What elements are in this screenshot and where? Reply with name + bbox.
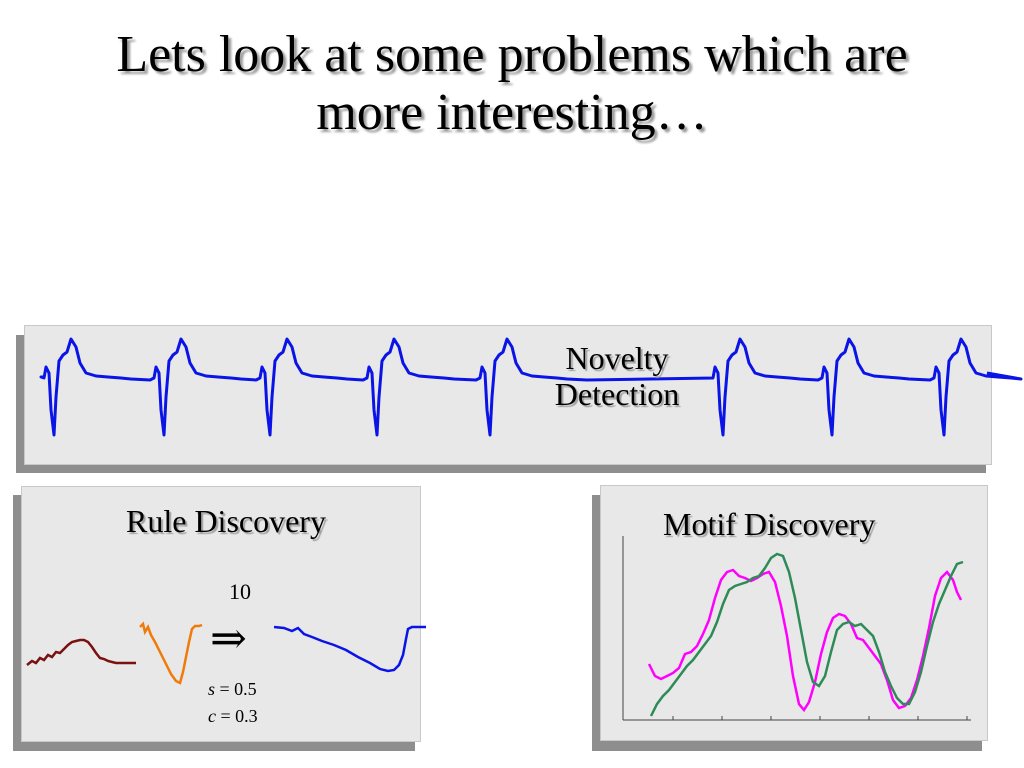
title-line-1: Lets look at some problems which are [116,26,908,83]
antecedent-curve-1 [26,638,136,666]
motif-chart [622,536,971,721]
motif-x-ticks [672,716,968,720]
ecg-series-line [39,337,1023,437]
support-text: s = 0.5 [208,679,257,700]
motif-series-green [649,552,964,717]
motif-discovery-label: Motif Discovery [663,506,876,542]
novelty-ecg-chart [39,337,1023,437]
confidence-var: c [208,706,216,726]
confidence-value: = 0.3 [216,706,258,726]
novelty-label-line-1: Novelty [565,340,669,376]
rule-curves [26,621,426,685]
motif-series-magenta [647,568,963,713]
support-value: = 0.5 [215,679,257,699]
title-line-2: more interesting… [316,84,708,141]
slide-title: Lets look at some problems which are mor… [0,26,1024,142]
novelty-label-line-2: Detection [554,376,680,412]
rule-discovery-label: Rule Discovery [126,503,326,539]
confidence-text: c = 0.3 [208,706,258,727]
rule-panel: Rule Discovery 10 ⇒ s = 0.5 c = 0.3 [21,486,426,742]
motif-panel: Motif Discovery [600,485,988,741]
novelty-panel: Novelty Detection [24,325,1023,465]
antecedent-curve-2 [139,621,203,685]
support-var: s [208,679,216,699]
window-value: 10 [229,579,251,604]
consequent-curve [273,625,426,673]
implies-symbol: ⇒ [210,614,247,663]
